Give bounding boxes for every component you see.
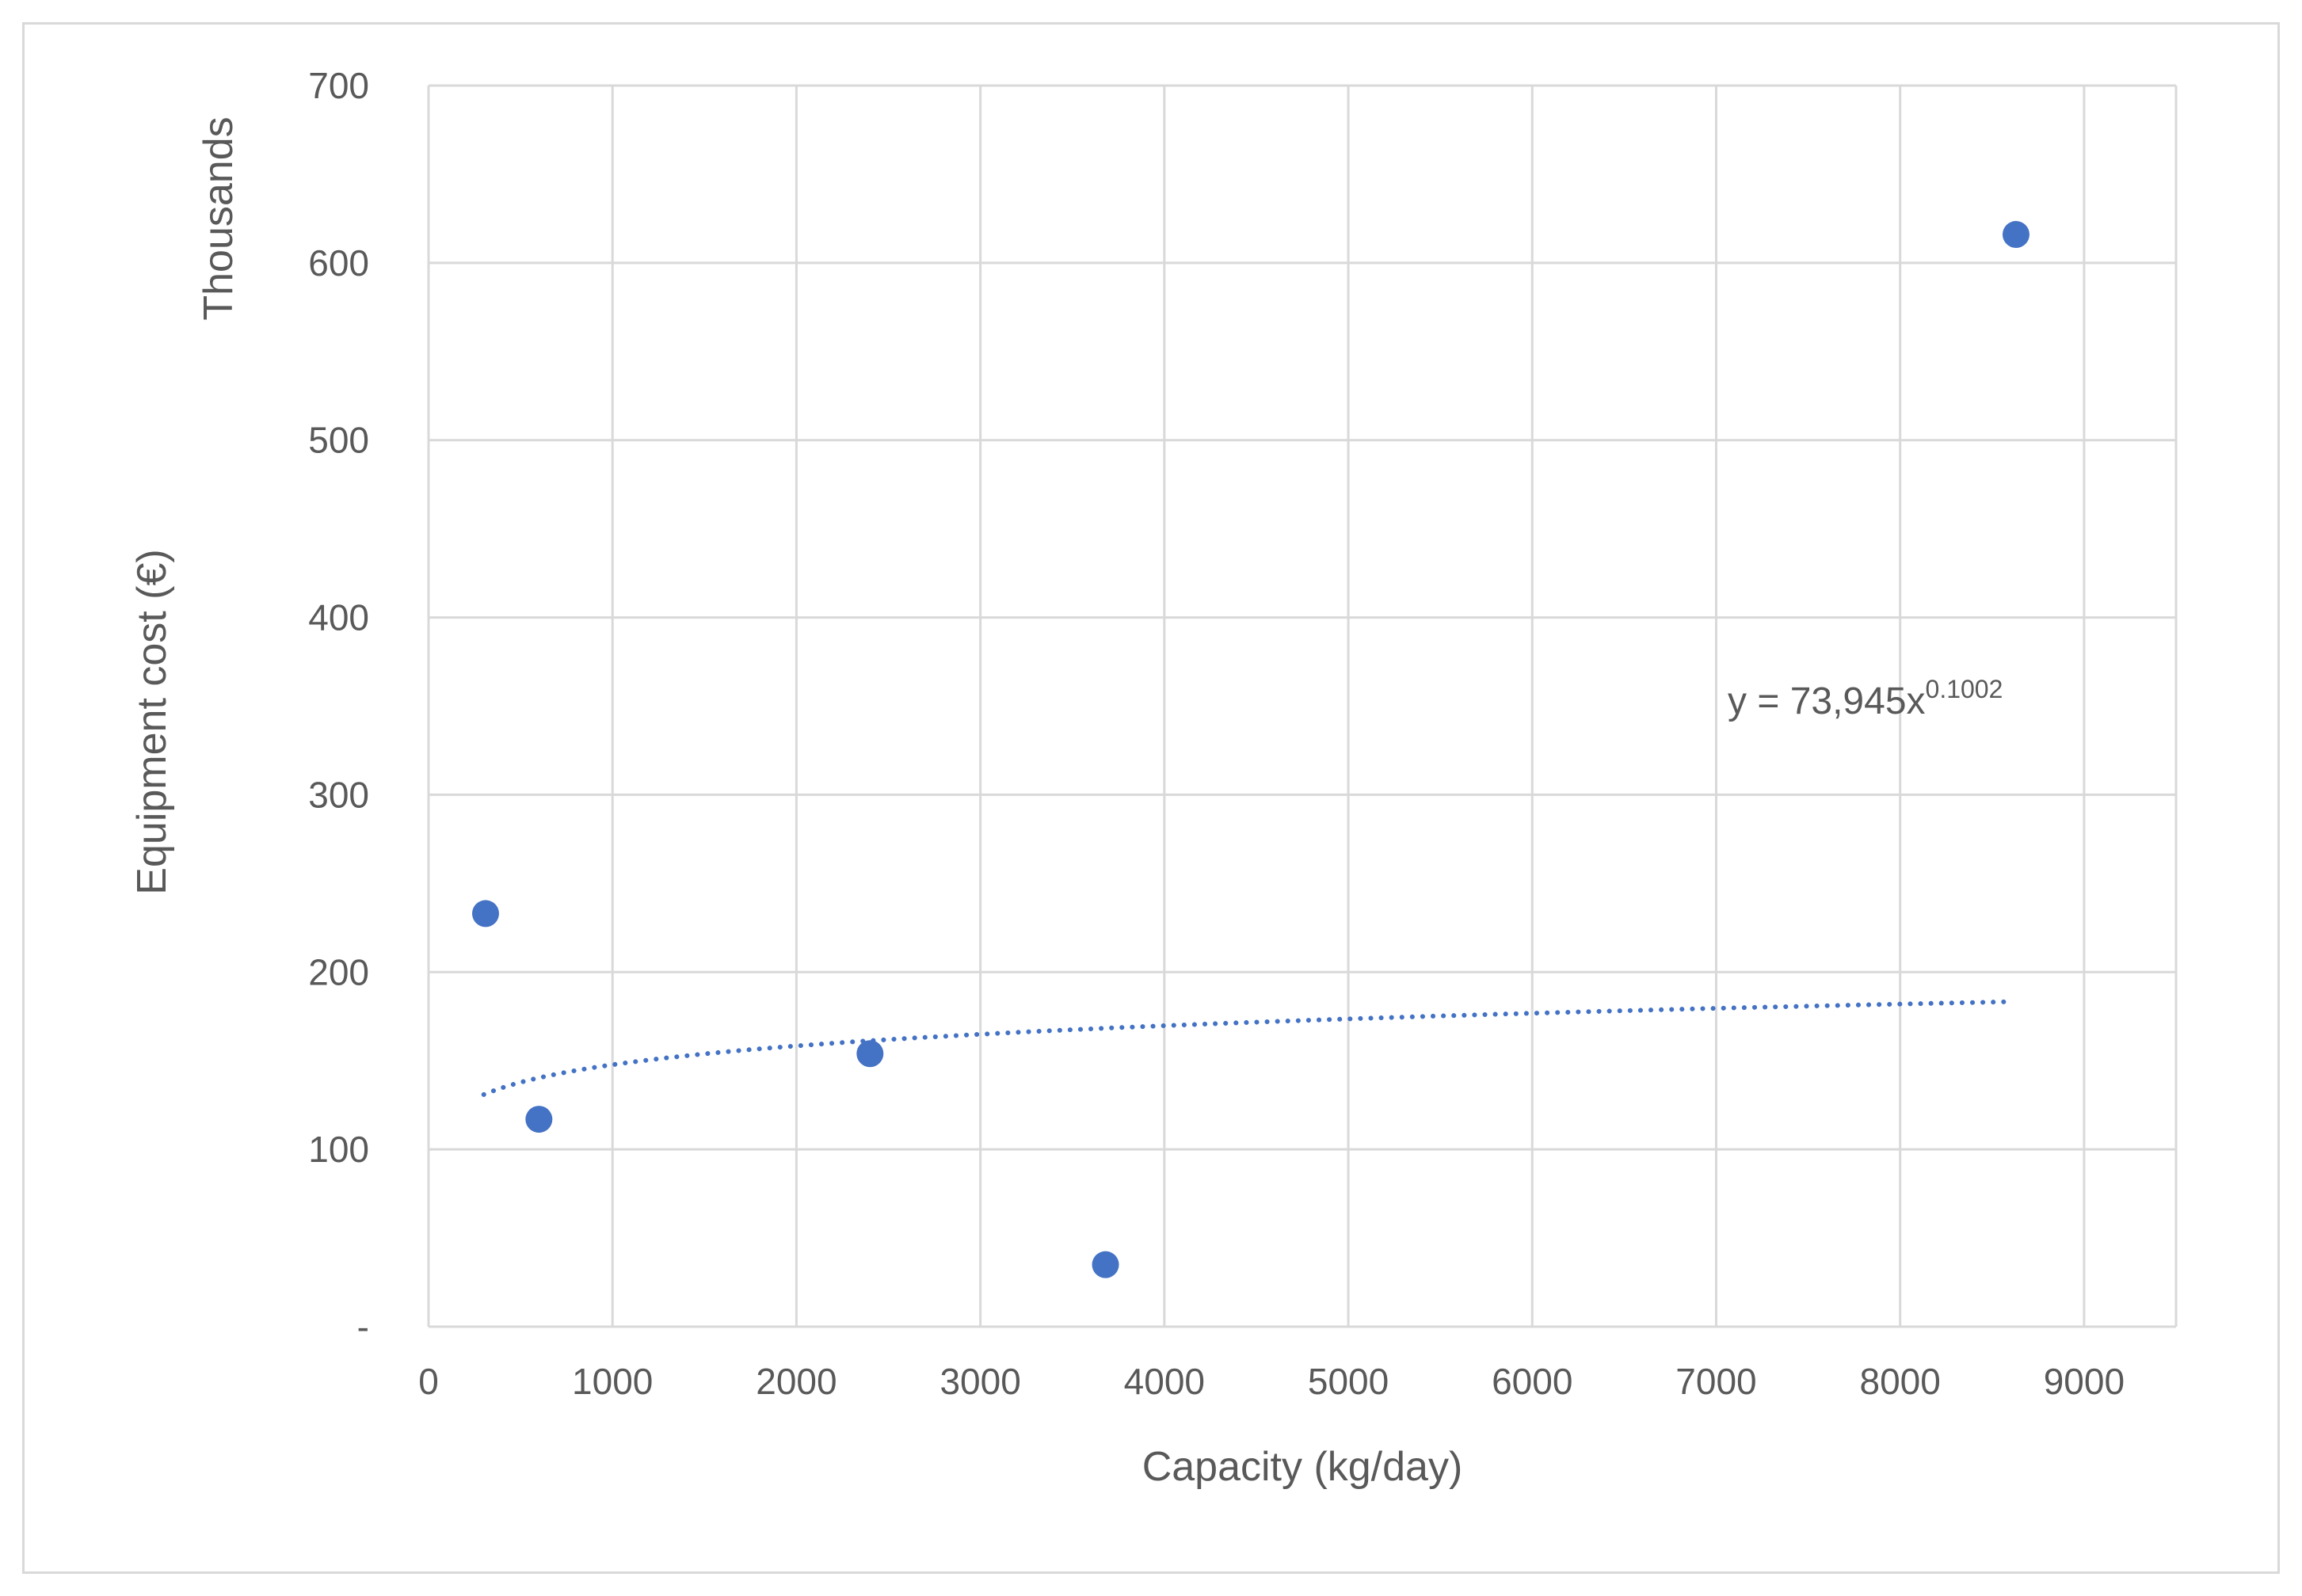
x-tick-label: 4000 — [1124, 1361, 1205, 1402]
y-tick-label: - — [357, 1306, 369, 1347]
grid — [427, 84, 2178, 1328]
y-tick-label: 500 — [308, 420, 369, 461]
y-tick-label: 600 — [308, 242, 369, 284]
y-tick-label: 700 — [308, 65, 369, 106]
y-tick-label: 100 — [308, 1129, 369, 1170]
trendline-equation-base: y = 73,945x — [1728, 680, 1926, 722]
data-points — [471, 221, 2029, 1278]
x-axis-title: Capacity (kg/day) — [1142, 1444, 1463, 1490]
y-tick-label: 300 — [308, 774, 369, 815]
x-tick-label: 2000 — [756, 1361, 837, 1402]
x-tick-label: 6000 — [1492, 1361, 1572, 1402]
scatter-chart: 0 1000 2000 3000 4000 5000 6000 7000 8000 9000 - 1… — [129, 65, 2178, 1490]
x-tick-label: 5000 — [1308, 1361, 1389, 1402]
data-point — [471, 900, 499, 928]
data-point — [1092, 1251, 1119, 1278]
y-axis-title: Equipment cost (€) — [129, 549, 175, 894]
x-tick-label: 0 — [418, 1361, 439, 1402]
x-tick-label: 7000 — [1675, 1361, 1756, 1402]
y-axis-units-label: Thousands — [196, 116, 242, 320]
x-tick-label: 9000 — [2044, 1361, 2125, 1402]
x-axis-ticks: 0 1000 2000 3000 4000 5000 6000 7000 8000 9000 — [418, 1361, 2125, 1402]
y-tick-label: 200 — [308, 951, 369, 992]
x-tick-label: 3000 — [939, 1361, 1020, 1402]
trendline-equation-exponent: 0.1002 — [1926, 675, 2003, 703]
x-tick-label: 8000 — [1860, 1361, 1941, 1402]
data-point — [525, 1106, 553, 1133]
trendline-layer — [481, 999, 2013, 1097]
y-axis-ticks: - 100 200 300 400 500 600 700 — [308, 65, 369, 1347]
trendline-equation: y = 73,945x0.1002 — [1728, 675, 2003, 722]
data-point — [2002, 221, 2029, 249]
data-point — [856, 1040, 884, 1068]
chart-frame: 0 1000 2000 3000 4000 5000 6000 7000 8000 9000 - 1… — [22, 22, 2280, 1574]
x-tick-label: 1000 — [572, 1361, 653, 1402]
power-trendline — [481, 999, 2013, 1097]
y-tick-label: 400 — [308, 597, 369, 638]
